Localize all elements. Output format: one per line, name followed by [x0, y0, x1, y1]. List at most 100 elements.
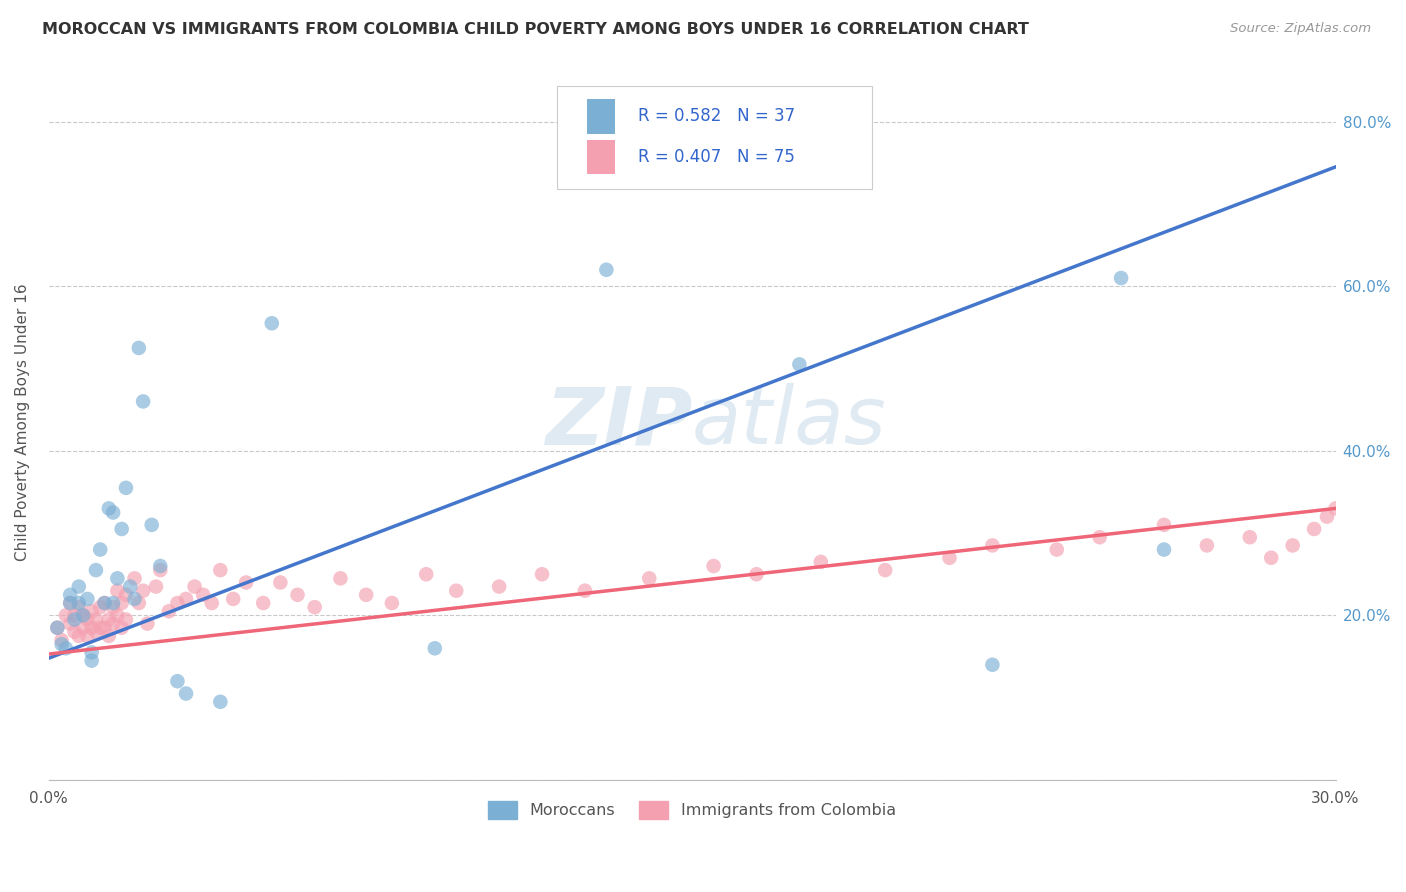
Point	[128, 341, 150, 355]
Point	[67, 596, 90, 610]
Point	[63, 613, 86, 627]
Point	[115, 613, 138, 627]
Point	[149, 559, 172, 574]
Point	[1153, 542, 1175, 557]
Point	[51, 633, 73, 648]
Point	[72, 608, 94, 623]
Point	[1303, 522, 1326, 536]
Point	[269, 575, 291, 590]
Point	[531, 567, 554, 582]
Point	[59, 596, 82, 610]
Point	[789, 358, 811, 372]
Point	[287, 588, 309, 602]
Point	[97, 613, 120, 627]
Point	[46, 621, 69, 635]
Point	[97, 501, 120, 516]
Point	[59, 588, 82, 602]
Point	[101, 506, 124, 520]
Point	[89, 621, 111, 635]
Point	[149, 563, 172, 577]
Point	[191, 588, 214, 602]
Point	[136, 616, 159, 631]
Point	[595, 262, 617, 277]
Point	[745, 567, 768, 582]
Point	[101, 616, 124, 631]
Point	[93, 596, 115, 610]
Point	[67, 629, 90, 643]
Point	[209, 563, 232, 577]
Point	[101, 596, 124, 610]
Point	[875, 563, 897, 577]
FancyBboxPatch shape	[557, 86, 872, 189]
Point	[354, 588, 377, 602]
Point	[252, 596, 274, 610]
Point	[67, 580, 90, 594]
Point	[201, 596, 224, 610]
Legend: Moroccans, Immigrants from Colombia: Moroccans, Immigrants from Colombia	[482, 795, 903, 826]
Point	[80, 621, 103, 635]
Point	[415, 567, 437, 582]
Point	[93, 596, 115, 610]
Point	[101, 600, 124, 615]
Point	[444, 583, 467, 598]
Point	[1260, 550, 1282, 565]
Point	[166, 596, 188, 610]
Y-axis label: Child Poverty Among Boys Under 16: Child Poverty Among Boys Under 16	[15, 283, 30, 561]
Point	[51, 637, 73, 651]
Point	[76, 613, 98, 627]
Point	[638, 571, 661, 585]
Point	[304, 600, 326, 615]
Point	[97, 629, 120, 643]
Point	[72, 621, 94, 635]
Point	[84, 613, 107, 627]
Point	[222, 591, 245, 606]
Point	[938, 550, 960, 565]
Point	[115, 588, 138, 602]
FancyBboxPatch shape	[586, 140, 614, 174]
Point	[1281, 538, 1303, 552]
Text: ZIP: ZIP	[544, 383, 692, 461]
Point	[132, 583, 155, 598]
Point	[111, 522, 134, 536]
Point	[89, 542, 111, 557]
Point	[235, 575, 257, 590]
Point	[46, 621, 69, 635]
Point	[423, 641, 446, 656]
Text: R = 0.407   N = 75: R = 0.407 N = 75	[638, 148, 794, 166]
Point	[209, 695, 232, 709]
Point	[128, 596, 150, 610]
Point	[166, 674, 188, 689]
Point	[105, 583, 128, 598]
Point	[183, 580, 205, 594]
Point	[981, 538, 1004, 552]
Point	[1316, 509, 1339, 524]
Point	[124, 591, 146, 606]
Point	[80, 645, 103, 659]
Text: R = 0.582   N = 37: R = 0.582 N = 37	[638, 107, 796, 125]
Point	[1088, 530, 1111, 544]
Text: Source: ZipAtlas.com: Source: ZipAtlas.com	[1230, 22, 1371, 36]
Point	[63, 608, 86, 623]
Point	[174, 687, 197, 701]
Point	[105, 608, 128, 623]
Point	[120, 580, 142, 594]
Point	[574, 583, 596, 598]
Point	[84, 624, 107, 639]
Point	[1153, 517, 1175, 532]
Point	[174, 591, 197, 606]
Point	[124, 571, 146, 585]
Point	[145, 580, 167, 594]
Point	[76, 629, 98, 643]
Point	[1239, 530, 1261, 544]
Point	[115, 481, 138, 495]
Point	[1195, 538, 1218, 552]
Point	[132, 394, 155, 409]
Point	[67, 600, 90, 615]
Point	[329, 571, 352, 585]
Point	[105, 571, 128, 585]
Point	[89, 600, 111, 615]
Point	[84, 563, 107, 577]
Text: atlas: atlas	[692, 383, 887, 461]
Point	[93, 621, 115, 635]
FancyBboxPatch shape	[586, 99, 614, 134]
